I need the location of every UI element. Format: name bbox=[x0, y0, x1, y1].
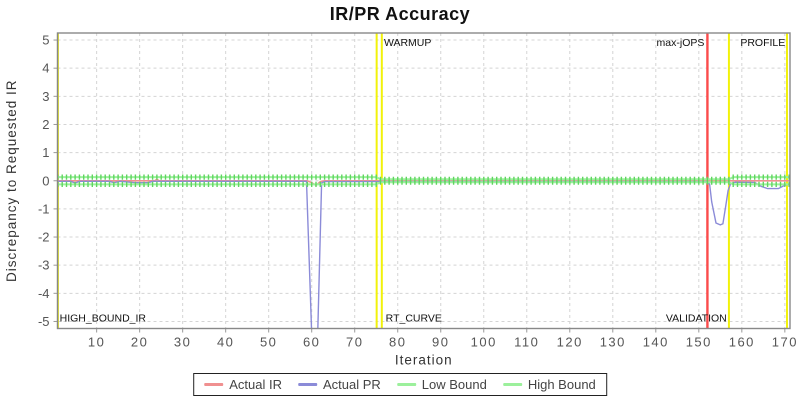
phase-label: WARMUP bbox=[384, 37, 431, 49]
phase-label: VALIDATION bbox=[666, 313, 727, 325]
ytick-label: -3 bbox=[38, 258, 50, 273]
xtick-label: 130 bbox=[600, 335, 626, 350]
phase-label: max-jOPS bbox=[657, 37, 705, 49]
legend-item-high-bound: High Bound bbox=[502, 377, 596, 392]
legend-swatch bbox=[204, 383, 224, 386]
legend-item-low-bound: Low Bound bbox=[396, 377, 487, 392]
ytick-label: 1 bbox=[42, 145, 49, 160]
series-actual-ir bbox=[57, 178, 790, 187]
y-axis-label: Discrepancy to Requested IR bbox=[4, 79, 19, 282]
series-actual-pr bbox=[57, 180, 790, 329]
ytick-label: -4 bbox=[38, 286, 50, 301]
ytick-label: 2 bbox=[42, 117, 49, 132]
xtick-label: 30 bbox=[174, 335, 191, 350]
legend-label: Low Bound bbox=[421, 377, 487, 392]
xtick-label: 150 bbox=[686, 335, 712, 350]
legend-item-actual-pr: Actual PR bbox=[297, 377, 381, 392]
ytick-label: 5 bbox=[42, 33, 49, 48]
xtick-label: 40 bbox=[217, 335, 234, 350]
series-low-bound bbox=[57, 181, 790, 186]
xtick-label: 50 bbox=[260, 335, 277, 350]
ytick-label: -5 bbox=[38, 314, 50, 329]
legend-label: Actual PR bbox=[322, 377, 381, 392]
legend-label: Actual IR bbox=[229, 377, 282, 392]
ytick-label: -2 bbox=[38, 230, 50, 245]
ytick-label: -1 bbox=[38, 201, 50, 216]
ytick-label: 4 bbox=[42, 61, 49, 76]
xtick-label: 100 bbox=[471, 335, 497, 350]
ytick-label: 3 bbox=[42, 89, 49, 104]
legend-swatch bbox=[502, 383, 522, 386]
xtick-label: 110 bbox=[514, 335, 539, 350]
xtick-label: 10 bbox=[88, 335, 105, 350]
series-high-bound bbox=[57, 176, 790, 181]
xtick-label: 20 bbox=[131, 335, 148, 350]
phase-label: HIGH_BOUND_IR bbox=[60, 313, 147, 325]
xtick-label: 160 bbox=[729, 335, 755, 350]
chart-title: IR/PR Accuracy bbox=[329, 4, 471, 24]
xtick-label: 120 bbox=[557, 335, 583, 350]
ytick-label: 0 bbox=[42, 173, 49, 188]
legend-swatch bbox=[396, 383, 416, 386]
xtick-label: 90 bbox=[432, 335, 449, 350]
xtick-label: 170 bbox=[772, 335, 798, 350]
legend-swatch bbox=[297, 383, 317, 386]
xtick-label: 60 bbox=[303, 335, 320, 350]
phase-label: PROFILE bbox=[740, 37, 785, 49]
legend-item-actual-ir: Actual IR bbox=[204, 377, 282, 392]
x-axis-label: Iteration bbox=[395, 353, 453, 368]
chart-legend: Actual IR Actual PR Low Bound High Bound bbox=[193, 373, 607, 396]
xtick-label: 140 bbox=[643, 335, 669, 350]
legend-label: High Bound bbox=[527, 377, 596, 392]
plot-border bbox=[56, 32, 791, 330]
phase-label: RT_CURVE bbox=[386, 313, 442, 325]
xtick-label: 80 bbox=[389, 335, 406, 350]
xtick-label: 70 bbox=[346, 335, 363, 350]
